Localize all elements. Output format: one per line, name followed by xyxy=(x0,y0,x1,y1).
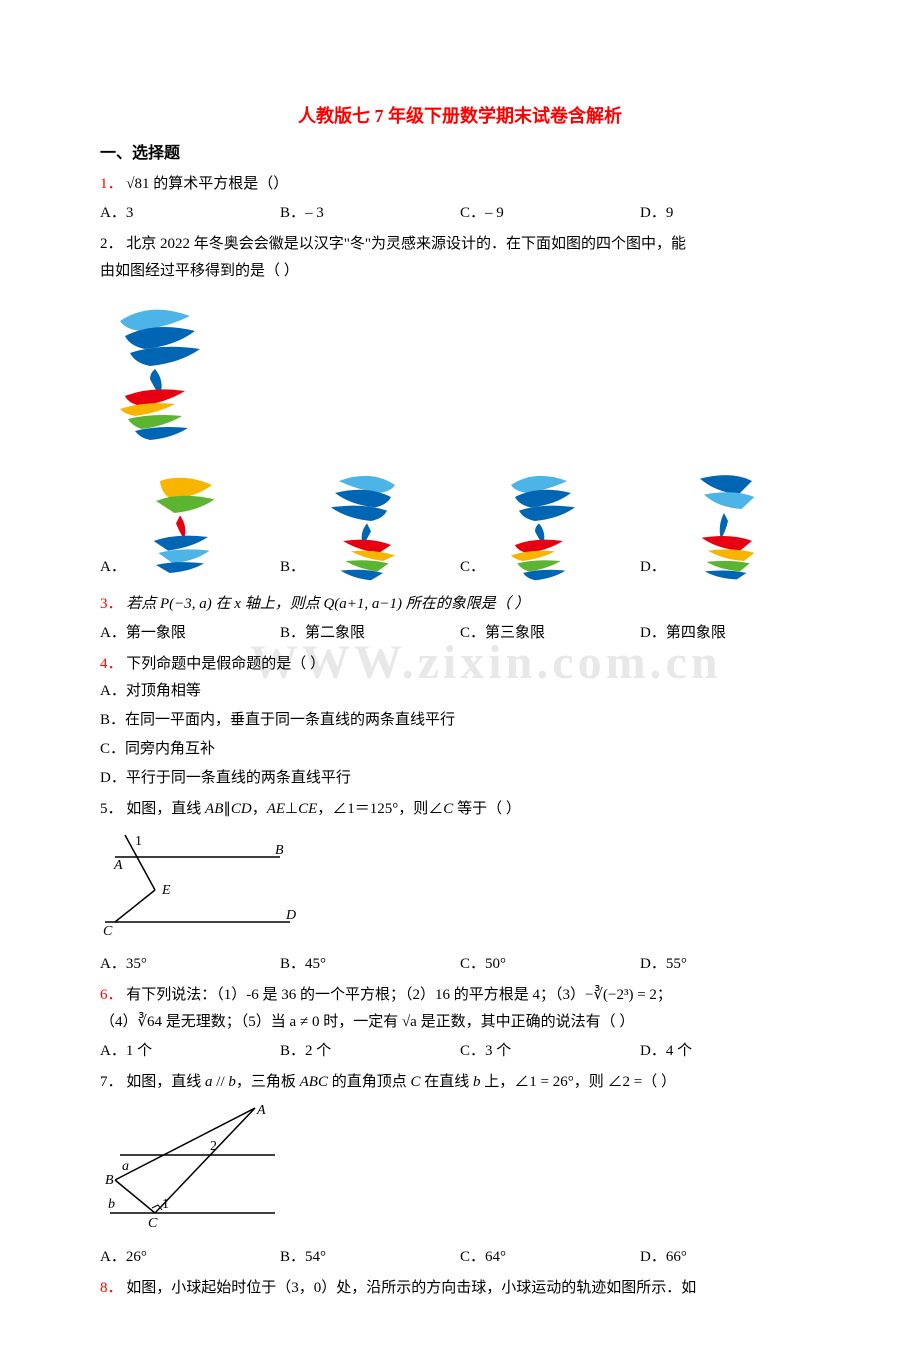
q3-optB: B．第二象限 xyxy=(280,620,460,647)
q2-optC-logo xyxy=(493,461,593,581)
q6-optD: D．4 个 xyxy=(640,1038,820,1065)
qnum-2: 2． xyxy=(100,236,123,252)
q1-optA: A．3 xyxy=(100,200,280,227)
q2-optD-label: D． xyxy=(640,554,666,581)
q5-text: 如图，直线 AB∥CD，AE⊥CE，∠1＝125°，则∠C 等于（ ） xyxy=(126,801,521,817)
q5-optB: B．45° xyxy=(280,951,460,978)
svg-text:C: C xyxy=(103,924,113,937)
q7-optB: B．54° xyxy=(280,1244,460,1271)
qnum-5: 5． xyxy=(100,801,123,817)
question-1: 1． √81 的算术平方根是（） A．3 B．– 3 C．– 9 D．9 xyxy=(100,171,820,227)
q7-optD: D．66° xyxy=(640,1244,820,1271)
q6-line1: 有下列说法：（1）-6 是 36 的一个平方根；（2）16 的平方根是 4；（3… xyxy=(126,987,672,1003)
svg-text:A: A xyxy=(113,858,123,873)
q4-optB: B．在同一平面内，垂直于同一条直线的两条直线平行 xyxy=(100,707,820,734)
section-header: 一、选择题 xyxy=(100,140,820,169)
q6-optC: C．3 个 xyxy=(460,1038,640,1065)
q7-text: 如图，直线 a // b，三角板 ABC 的直角顶点 C 在直线 b 上，∠1 … xyxy=(126,1074,676,1090)
svg-text:E: E xyxy=(161,883,171,898)
q1-optD: D．9 xyxy=(640,200,820,227)
svg-text:C: C xyxy=(148,1216,158,1230)
q7-diagram: A 2 a B 1 b C xyxy=(100,1100,820,1240)
svg-text:a: a xyxy=(122,1159,129,1174)
q4-optD: D．平行于同一条直线的两条直线平行 xyxy=(100,765,820,792)
q5-diagram: 1 A B E C D xyxy=(100,827,820,947)
q2-line1: 北京 2022 年冬奥会会徽是以汉字"冬"为灵感来源设计的．在下面如图的四个图中… xyxy=(126,236,686,252)
q3-optA: A．第一象限 xyxy=(100,620,280,647)
question-5: 5． 如图，直线 AB∥CD，AE⊥CE，∠1＝125°，则∠C 等于（ ） 1… xyxy=(100,796,820,978)
q8-text: 如图，小球起始时位于（3，0）处，沿所示的方向击球，小球运动的轨迹如图所示．如 xyxy=(126,1280,696,1296)
qnum-3: 3． xyxy=(100,596,123,612)
svg-text:B: B xyxy=(105,1173,114,1188)
q2-optC-label: C． xyxy=(460,554,485,581)
qnum-4: 4． xyxy=(100,656,123,672)
svg-text:B: B xyxy=(275,843,284,858)
q2-line2: 由如图经过平移得到的是（ ） xyxy=(100,263,299,279)
q4-optA: A．对顶角相等 xyxy=(100,678,820,705)
q3-optC: C．第三象限 xyxy=(460,620,640,647)
qnum-1: 1． xyxy=(100,176,123,192)
q2-optB-logo xyxy=(313,461,413,581)
q2-optD-logo xyxy=(674,461,774,581)
question-6: 6． 有下列说法：（1）-6 是 36 的一个平方根；（2）16 的平方根是 4… xyxy=(100,982,820,1065)
q4-optC: C．同旁内角互补 xyxy=(100,736,820,763)
q2-main-logo xyxy=(100,291,820,451)
q6-line2: （4）∛64 是无理数；（5）当 a ≠ 0 时，一定有 √a 是正数，其中正确… xyxy=(100,1014,634,1030)
svg-text:2: 2 xyxy=(210,1139,217,1154)
question-7: 7． 如图，直线 a // b，三角板 ABC 的直角顶点 C 在直线 b 上，… xyxy=(100,1069,820,1271)
q3-text: 若点 P(−3, a) 在 x 轴上，则点 Q(a+1, a−1) 所在的象限是… xyxy=(126,596,529,612)
question-8: 8． 如图，小球起始时位于（3，0）处，沿所示的方向击球，小球运动的轨迹如图所示… xyxy=(100,1275,820,1302)
page-title: 人教版七 7 年级下册数学期末试卷含解析 xyxy=(100,100,820,132)
q1-optB: B．– 3 xyxy=(280,200,460,227)
svg-text:D: D xyxy=(285,908,296,923)
q5-optC: C．50° xyxy=(460,951,640,978)
svg-text:A: A xyxy=(256,1103,266,1118)
q5-optD: D．55° xyxy=(640,951,820,978)
question-3: 3． 若点 P(−3, a) 在 x 轴上，则点 Q(a+1, a−1) 所在的… xyxy=(100,591,820,647)
q6-optB: B．2 个 xyxy=(280,1038,460,1065)
qnum-6: 6． xyxy=(100,987,123,1003)
svg-text:1: 1 xyxy=(135,834,142,849)
q7-optC: C．64° xyxy=(460,1244,640,1271)
q7-optA: A．26° xyxy=(100,1244,280,1271)
svg-text:1: 1 xyxy=(162,1197,169,1212)
question-4: 4． 下列命题中是假命题的是（ ） A．对顶角相等 B．在同一平面内，垂直于同一… xyxy=(100,651,820,792)
qnum-8: 8． xyxy=(100,1280,123,1296)
q5-optA: A．35° xyxy=(100,951,280,978)
q1-optC: C．– 9 xyxy=(460,200,640,227)
q2-optA-logo xyxy=(134,461,234,581)
question-2: 2． 北京 2022 年冬奥会会徽是以汉字"冬"为灵感来源设计的．在下面如图的四… xyxy=(100,231,820,581)
q2-optA-label: A． xyxy=(100,554,126,581)
q1-text: √81 的算术平方根是（） xyxy=(126,176,288,192)
q2-optB-label: B． xyxy=(280,554,305,581)
q4-text: 下列命题中是假命题的是（ ） xyxy=(126,656,325,672)
svg-text:b: b xyxy=(108,1197,115,1212)
q3-optD: D．第四象限 xyxy=(640,620,820,647)
q6-optA: A．1 个 xyxy=(100,1038,280,1065)
qnum-7: 7． xyxy=(100,1074,123,1090)
